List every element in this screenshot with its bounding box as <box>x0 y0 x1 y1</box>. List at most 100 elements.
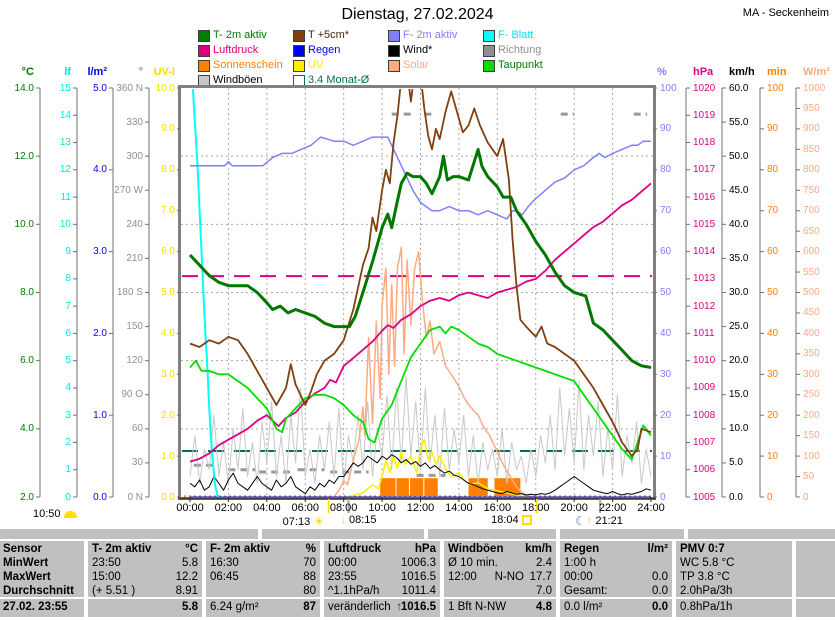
axis-tick-label-lf: 3 <box>65 409 71 421</box>
table-cell-value: 7.0 <box>536 585 552 597</box>
axis-tick-label-rain: 4.0 <box>93 164 107 176</box>
axis-tick-label-hum: 30 <box>660 368 672 380</box>
axis-tick-label-temp: 12.0 <box>14 150 34 162</box>
series-windb-en <box>189 375 652 484</box>
strip-segment <box>262 529 424 539</box>
table-row-separator <box>0 597 835 599</box>
axis-tick-label-uv: 9.0 <box>161 123 175 135</box>
axis-tick-label-solar: 800 <box>803 164 820 176</box>
axis-tick-label-wind: 55.0 <box>729 116 749 128</box>
table-cell-label: 00:00 <box>328 557 357 569</box>
axis-tick-label-sun: 50 <box>767 287 779 298</box>
axis-tick-label-solar: 150 <box>803 430 820 442</box>
table-header-unit: l/m² <box>647 543 668 555</box>
table-row-label: MaxWert <box>3 571 51 583</box>
axis-tick-label-wind: 30.0 <box>729 287 749 298</box>
axis-tick-label-sun: 10 <box>767 450 779 462</box>
axis-tick-label-solar: 350 <box>803 348 820 360</box>
axis-tick-label-dir: 180 S <box>116 287 143 298</box>
axis-tick-label-uv: 4.0 <box>161 327 175 339</box>
legend-swatch-wind <box>388 45 400 57</box>
axis-tick-label-hpa: 1019 <box>693 109 716 121</box>
axis-tick-label-lf: 15 <box>59 82 71 94</box>
axis-title-uv: UV-I <box>153 66 175 78</box>
axis-tick-label-wind: 45.0 <box>729 184 749 196</box>
axis-tick-label-solar: 850 <box>803 143 820 155</box>
axis-tick-label-lf: 9 <box>65 246 71 258</box>
moonset-arrow-icon: ↓ <box>340 514 346 526</box>
axis-tick-label-hpa: 1005 <box>693 491 716 503</box>
axis-tick-label-uv: 0.0 <box>161 491 175 503</box>
axis-tick-label-uv: 10.0 <box>155 82 175 94</box>
axis-tick-label-rain: 1.0 <box>93 409 107 421</box>
table-cell-label: veränderlich <box>328 601 391 613</box>
axis-tick-label-sun: 0 <box>767 491 773 503</box>
table-row-label: Durchschnitt <box>3 585 74 597</box>
axis-tick-label-lf: 14 <box>59 109 71 121</box>
astro-note-time: 10:50 <box>33 508 61 520</box>
sunset-square-icon <box>521 515 532 525</box>
table-row-label: Sensor <box>3 543 42 555</box>
axis-tick-label-wind: 40.0 <box>729 218 749 230</box>
axis-tick-label-wind: 20.0 <box>729 355 749 367</box>
table-cell-value: 5.8 <box>182 601 198 613</box>
axis-tick-label-hum: 10 <box>660 450 672 462</box>
axis-tick-label-solar: 600 <box>803 246 820 258</box>
axis-tick-label-solar: 750 <box>803 184 820 196</box>
axis-tick-label-lf: 6 <box>65 327 71 339</box>
table-header: F- 2m aktiv <box>210 543 271 555</box>
axis-tick-label-hum: 80 <box>660 164 672 176</box>
axis-tick-label-dir: 60 <box>131 423 143 435</box>
table-column-luftdruck: Luftdruck hPa 00:00 1006.3 23:55 1016.5 ^1.1hP… <box>324 541 440 617</box>
legend-label-f-2m-aktiv: F- 2m aktiv <box>403 29 458 41</box>
series-f-2m-aktiv <box>190 136 651 220</box>
axis-tick-label-solar: 700 <box>803 205 820 217</box>
axis-tick-label-hpa: 1020 <box>693 82 716 94</box>
table-header-unit: % <box>305 543 316 555</box>
table-header: Windböen <box>448 543 504 555</box>
table-header-unit: °C <box>185 543 198 555</box>
axis-tick-label-lf: 11 <box>60 191 71 203</box>
axis-tick-label-hum: 70 <box>660 205 672 217</box>
table-cell-label: TP 3.8 °C <box>680 571 730 583</box>
series-t-5cm <box>189 89 652 458</box>
axis-tick-label-hpa: 1011 <box>693 327 715 339</box>
page-title: Dienstag, 27.02.2024 <box>341 6 494 23</box>
table-cell-value: 1006.3 <box>400 557 436 569</box>
moon-icon: ☾ <box>575 514 586 528</box>
axis-tick-label-lf: 4 <box>65 382 71 394</box>
astro-time: 07:13 <box>282 516 311 528</box>
legend-label-wind: Wind* <box>403 44 433 56</box>
legend-swatch-uv <box>293 60 305 72</box>
axis-tick-label-hpa: 1015 <box>693 218 716 230</box>
table-cell-value: 88 <box>303 571 316 583</box>
table-cell-value: 1011.4 <box>401 585 436 597</box>
x-tick-label: 24:00 <box>637 502 665 514</box>
table-cell-value: 1016.5 <box>400 571 436 583</box>
x-tick-label: 22:00 <box>598 502 627 514</box>
series-t-2m-aktiv <box>188 147 652 369</box>
series-uv <box>347 438 527 497</box>
astro-event-square: 18:04 <box>491 514 532 526</box>
axis-tick-label-sun: 100 <box>767 82 784 94</box>
astro-event-moon-up: ☾ ↑ 21:21 <box>575 514 623 528</box>
moonrise-arrow-icon: ↑ <box>586 515 593 527</box>
axis-tick-label-rain: 5.0 <box>93 82 107 94</box>
axis-tick-label-solar: 500 <box>803 287 820 298</box>
table-cell-label: 1:00 h <box>564 557 596 569</box>
axis-tick-label-solar: 650 <box>803 225 820 237</box>
axis-title-rain: l/m² <box>87 66 107 78</box>
table-header: Luftdruck <box>328 543 382 555</box>
axis-tick-label-solar: 0 <box>803 491 809 503</box>
legend-label-luftdruck: Luftdruck <box>213 44 259 56</box>
table-cell-label: 06:45 <box>210 571 239 583</box>
table-column-windb-en: Windböen km/h Ø 10 min. 2.4 12:00 N-NO 17.7 7.0… <box>444 541 556 617</box>
table-cell-label: 2.0hPa/3h <box>680 585 733 597</box>
moon-dome-icon <box>63 510 77 518</box>
table-cell-mid: N-NO <box>494 571 524 583</box>
table-cell-value: 70 <box>303 557 316 569</box>
x-tick-label: 06:00 <box>291 502 320 514</box>
axis-tick-label-sun: 20 <box>767 409 779 421</box>
